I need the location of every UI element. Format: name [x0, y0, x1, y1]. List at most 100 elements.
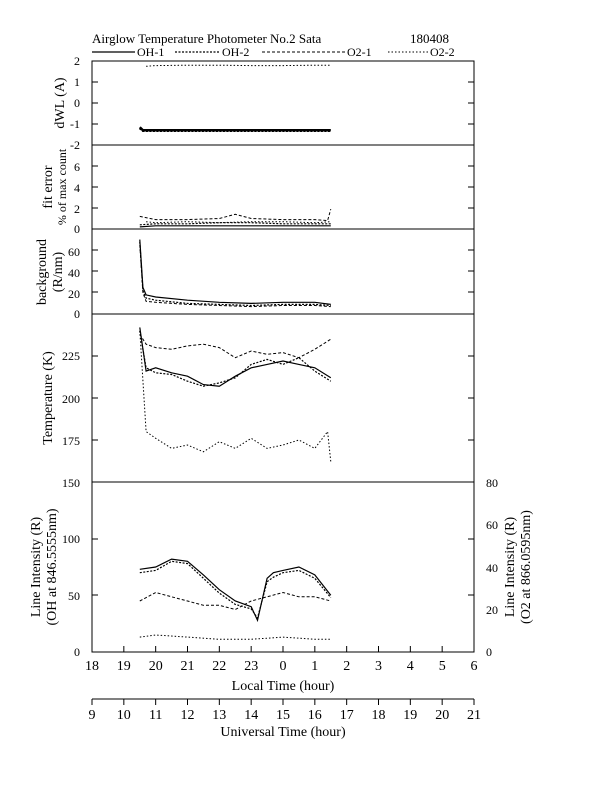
int-ylabel-left-1: Line Intensity (R): [29, 517, 44, 618]
lt-tick: 22: [212, 659, 226, 674]
int-ylabel-right-2: (O2 at 866.0595nm): [519, 510, 534, 624]
ut-tick: 18: [372, 708, 386, 723]
series-line-oh1-panel3: [139, 327, 332, 387]
int-ytick-right: 80: [486, 476, 498, 490]
lt-tick: 5: [439, 659, 446, 674]
local-time-ticklabels: 18 19 20 21 22 23 0 1 2 3 4 5 6: [85, 659, 478, 674]
chart-date: 180408: [410, 31, 449, 46]
series-line-oh2-panel3: [139, 330, 332, 387]
fit-ytick: 0: [74, 222, 80, 236]
series-line-o22-panel4: [139, 634, 331, 640]
ut-tick: 15: [276, 708, 290, 723]
series-line-o22-panel0: [146, 64, 331, 67]
fit-ylabel-1: fit error: [41, 165, 56, 208]
legend-label-o22: O2-2: [430, 45, 455, 59]
tick-marks: [91, 60, 475, 705]
series-line-oh2-panel4: [139, 560, 332, 620]
ut-tick: 12: [181, 708, 195, 723]
int-ytick-left: 0: [74, 645, 80, 659]
dwl-ytick: -2: [70, 138, 80, 152]
lt-tick: 0: [280, 659, 287, 674]
legend-label-o21: O2-1: [347, 45, 372, 59]
int-ylabel-left-2: (OH at 846.5555nm): [45, 508, 60, 625]
panel-temperature-frame: [91, 313, 475, 483]
ut-tick: 21: [467, 708, 481, 723]
ut-tick: 13: [212, 708, 226, 723]
ut-tick: 16: [308, 708, 322, 723]
legend-label-oh2: OH-2: [222, 45, 249, 59]
int-ytick-left: 50: [68, 589, 80, 603]
ut-tick: 20: [435, 708, 449, 723]
series-line-oh1-panel4: [139, 558, 332, 623]
int-ytick-left: 150: [62, 476, 80, 490]
dwl-ytick: -1: [70, 117, 80, 131]
temp-ytick: 175: [62, 434, 80, 448]
series-line-o22-panel3: [139, 330, 332, 462]
int-yticks-left: 150 100 50 0: [62, 476, 80, 659]
fit-ytick: 2: [74, 202, 80, 216]
temp-ytick: 225: [62, 349, 80, 363]
lt-tick: 3: [375, 659, 382, 674]
dwl-ylabel: dWL (A): [53, 77, 68, 129]
ut-ticklabels: 9 10 11 12 13 14 15 16 17 18 19 20 21: [89, 708, 482, 723]
panel-fit-error-frame: [91, 144, 475, 230]
series-line-oh2-panel2: [139, 241, 331, 307]
fit-yticks: 6 4 2 0: [74, 160, 80, 236]
ut-tick: 17: [340, 708, 354, 723]
int-ytick-right: 0: [486, 645, 492, 659]
legend: OH-1 OH-2 O2-1 O2-2: [92, 45, 455, 59]
series-layer: [138, 64, 332, 640]
bg-ylabel-1: background: [35, 239, 50, 305]
local-time-label: Local Time (hour): [232, 679, 335, 694]
ut-tick: 11: [149, 708, 162, 723]
bg-ytick: 0: [74, 307, 80, 321]
ut-tick: 10: [117, 708, 131, 723]
panel-dwl-frame: [91, 60, 475, 146]
ut-tick: 14: [244, 708, 258, 723]
bg-ytick: 40: [68, 266, 80, 280]
dwl-ytick: 2: [74, 54, 80, 68]
lt-tick: 19: [117, 659, 131, 674]
series-line-oh1-panel2: [139, 239, 331, 305]
legend-label-oh1: OH-1: [137, 45, 164, 59]
int-ytick-right: 60: [486, 518, 498, 532]
lt-tick: 2: [343, 659, 350, 674]
panel-intensity-frame: [91, 481, 475, 653]
series-line-o21-panel3: [139, 333, 332, 359]
int-ylabel-right-1: Line Intensity (R): [503, 517, 518, 618]
fit-ytick: 6: [74, 160, 80, 174]
ut-tick: 9: [89, 708, 96, 723]
ut-tick: 19: [403, 708, 417, 723]
temp-ylabel: Temperature (K): [41, 351, 56, 445]
series-line-oh1-panel1: [139, 225, 331, 228]
dwl-ytick: 0: [74, 96, 80, 110]
bg-ytick: 20: [68, 287, 80, 301]
dwl-yticks: 2 1 0 -1 -2: [70, 54, 80, 152]
temp-ytick: 200: [62, 392, 80, 406]
int-yticks-right: 80 60 40 20 0: [486, 476, 498, 659]
lt-tick: 21: [181, 659, 195, 674]
series-line-o21-panel2: [139, 244, 331, 308]
fit-ylabel-2: % of max count: [55, 148, 69, 225]
series-line-o21-panel1: [139, 208, 332, 222]
lt-tick: 4: [407, 659, 414, 674]
series-line-oh2-panel1: [139, 222, 331, 226]
lt-tick: 23: [244, 659, 258, 674]
int-ytick-right: 40: [486, 561, 498, 575]
bg-ytick: 60: [68, 245, 80, 259]
lt-tick: 20: [149, 659, 163, 674]
series-line-o21-panel4: [139, 591, 331, 611]
temp-yticks: 225 200 175: [62, 349, 80, 448]
int-ytick-right: 20: [486, 603, 498, 617]
lt-tick: 1: [311, 659, 318, 674]
series-line-o22-panel1: [146, 221, 331, 224]
bg-ylabel-2: (R/nm): [51, 251, 66, 292]
lt-tick: 18: [85, 659, 99, 674]
universal-time-label: Universal Time (hour): [220, 725, 346, 740]
lt-tick: 6: [471, 659, 478, 674]
bg-yticks: 60 40 20 0: [68, 245, 80, 321]
dwl-ytick: 1: [74, 75, 80, 89]
chart-title: Airglow Temperature Photometer No.2 Sata: [92, 31, 322, 46]
int-ytick-left: 100: [62, 532, 80, 546]
